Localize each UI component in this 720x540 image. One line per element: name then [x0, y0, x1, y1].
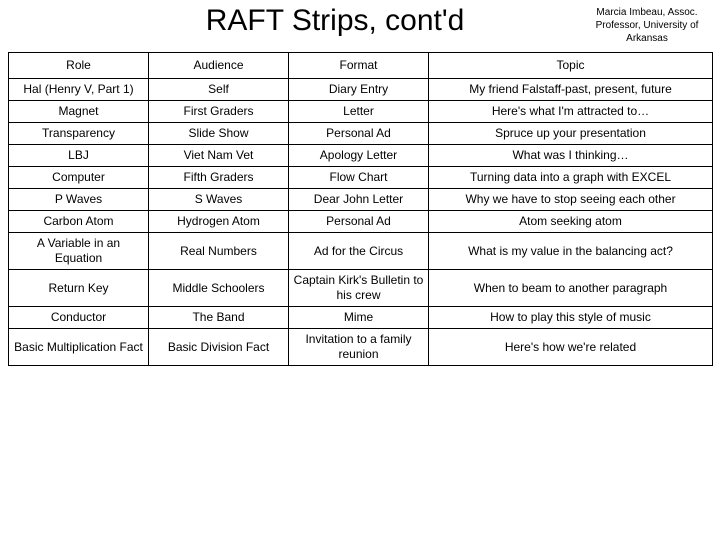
table-cell: Conductor: [9, 307, 149, 329]
table-row: P WavesS WavesDear John LetterWhy we hav…: [9, 189, 713, 211]
table-cell: What was I thinking…: [429, 145, 713, 167]
table-cell: Return Key: [9, 270, 149, 307]
table-cell: The Band: [149, 307, 289, 329]
table-cell: Viet Nam Vet: [149, 145, 289, 167]
table-cell: A Variable in an Equation: [9, 233, 149, 270]
table-cell: Transparency: [9, 123, 149, 145]
slide-title: RAFT Strips, cont'd: [8, 4, 582, 38]
table-row: Basic Multiplication FactBasic Division …: [9, 329, 713, 366]
table-cell: Real Numbers: [149, 233, 289, 270]
table-row: ComputerFifth GradersFlow ChartTurning d…: [9, 167, 713, 189]
table-cell: Captain Kirk's Bulletin to his crew: [289, 270, 429, 307]
table-row: Carbon AtomHydrogen AtomPersonal AdAtom …: [9, 211, 713, 233]
raft-table: Role Audience Format Topic Hal (Henry V,…: [8, 52, 713, 366]
table-cell: Middle Schoolers: [149, 270, 289, 307]
table-row: Hal (Henry V, Part 1)SelfDiary EntryMy f…: [9, 79, 713, 101]
table-cell: My friend Falstaff-past, present, future: [429, 79, 713, 101]
table-cell: Basic Multiplication Fact: [9, 329, 149, 366]
table-cell: First Graders: [149, 101, 289, 123]
table-cell: P Waves: [9, 189, 149, 211]
table-row: MagnetFirst GradersLetterHere's what I'm…: [9, 101, 713, 123]
table-row: Return KeyMiddle SchoolersCaptain Kirk's…: [9, 270, 713, 307]
table-cell: LBJ: [9, 145, 149, 167]
table-cell: Self: [149, 79, 289, 101]
table-cell: Apology Letter: [289, 145, 429, 167]
table-cell: Flow Chart: [289, 167, 429, 189]
table-cell: Dear John Letter: [289, 189, 429, 211]
table-cell: Slide Show: [149, 123, 289, 145]
table-cell: Turning data into a graph with EXCEL: [429, 167, 713, 189]
table-cell: What is my value in the balancing act?: [429, 233, 713, 270]
table-cell: Personal Ad: [289, 211, 429, 233]
table-header-row: Role Audience Format Topic: [9, 53, 713, 79]
table-cell: Fifth Graders: [149, 167, 289, 189]
slide-credit: Marcia Imbeau, Assoc. Professor, Univers…: [582, 4, 712, 45]
table-cell: Why we have to stop seeing each other: [429, 189, 713, 211]
table-row: A Variable in an EquationReal NumbersAd …: [9, 233, 713, 270]
slide-header: RAFT Strips, cont'd Marcia Imbeau, Assoc…: [0, 0, 720, 52]
table-cell: Letter: [289, 101, 429, 123]
table-row: TransparencySlide ShowPersonal AdSpruce …: [9, 123, 713, 145]
table-cell: Here's what I'm attracted to…: [429, 101, 713, 123]
table-cell: Computer: [9, 167, 149, 189]
table-cell: Carbon Atom: [9, 211, 149, 233]
col-format: Format: [289, 53, 429, 79]
table-cell: Hal (Henry V, Part 1): [9, 79, 149, 101]
table-row: LBJViet Nam VetApology LetterWhat was I …: [9, 145, 713, 167]
col-audience: Audience: [149, 53, 289, 79]
table-cell: Basic Division Fact: [149, 329, 289, 366]
table-cell: Ad for the Circus: [289, 233, 429, 270]
col-role: Role: [9, 53, 149, 79]
table-cell: Hydrogen Atom: [149, 211, 289, 233]
table-cell: Atom seeking atom: [429, 211, 713, 233]
table-cell: When to beam to another paragraph: [429, 270, 713, 307]
col-topic: Topic: [429, 53, 713, 79]
table-cell: Invitation to a family reunion: [289, 329, 429, 366]
table-cell: Personal Ad: [289, 123, 429, 145]
table-cell: Spruce up your presentation: [429, 123, 713, 145]
table-cell: Mime: [289, 307, 429, 329]
table-row: ConductorThe BandMimeHow to play this st…: [9, 307, 713, 329]
table-cell: Diary Entry: [289, 79, 429, 101]
table-cell: S Waves: [149, 189, 289, 211]
table-cell: Here's how we're related: [429, 329, 713, 366]
table-cell: How to play this style of music: [429, 307, 713, 329]
table-cell: Magnet: [9, 101, 149, 123]
